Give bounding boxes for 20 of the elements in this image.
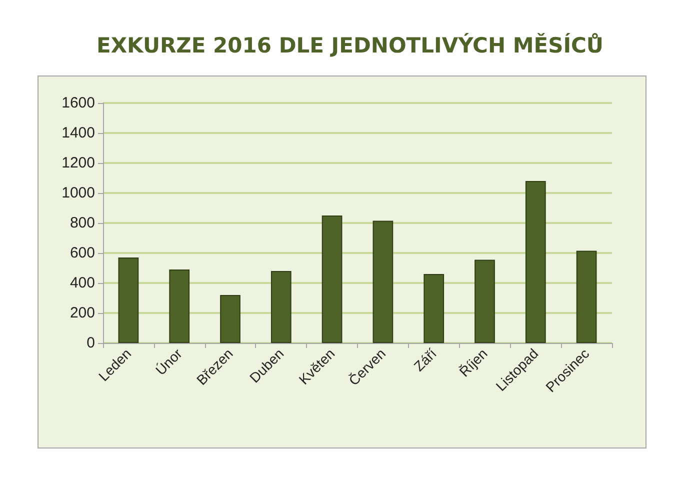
y-tick-label: 200 <box>70 304 95 322</box>
chart-title: EXKURZE 2016 DLE JEDNOTLIVÝCH MĚSÍCŮ <box>96 32 604 58</box>
bar <box>118 258 139 343</box>
y-tick-label: 400 <box>70 274 95 292</box>
y-tick-label: 600 <box>70 244 95 262</box>
bar <box>474 260 495 343</box>
bar <box>270 271 292 343</box>
bar <box>424 274 444 343</box>
bar <box>220 295 240 343</box>
bar <box>169 270 190 343</box>
y-tick-label: 1000 <box>62 184 95 202</box>
bar <box>576 250 597 343</box>
bar <box>525 181 546 343</box>
bar <box>372 220 394 343</box>
y-tick-label: 1400 <box>62 124 95 142</box>
bar <box>322 216 342 343</box>
y-tick-label: 0 <box>86 334 95 352</box>
y-tick-label: 800 <box>70 214 95 232</box>
y-tick-label: 1600 <box>62 94 95 112</box>
y-tick-label: 1200 <box>62 154 95 172</box>
